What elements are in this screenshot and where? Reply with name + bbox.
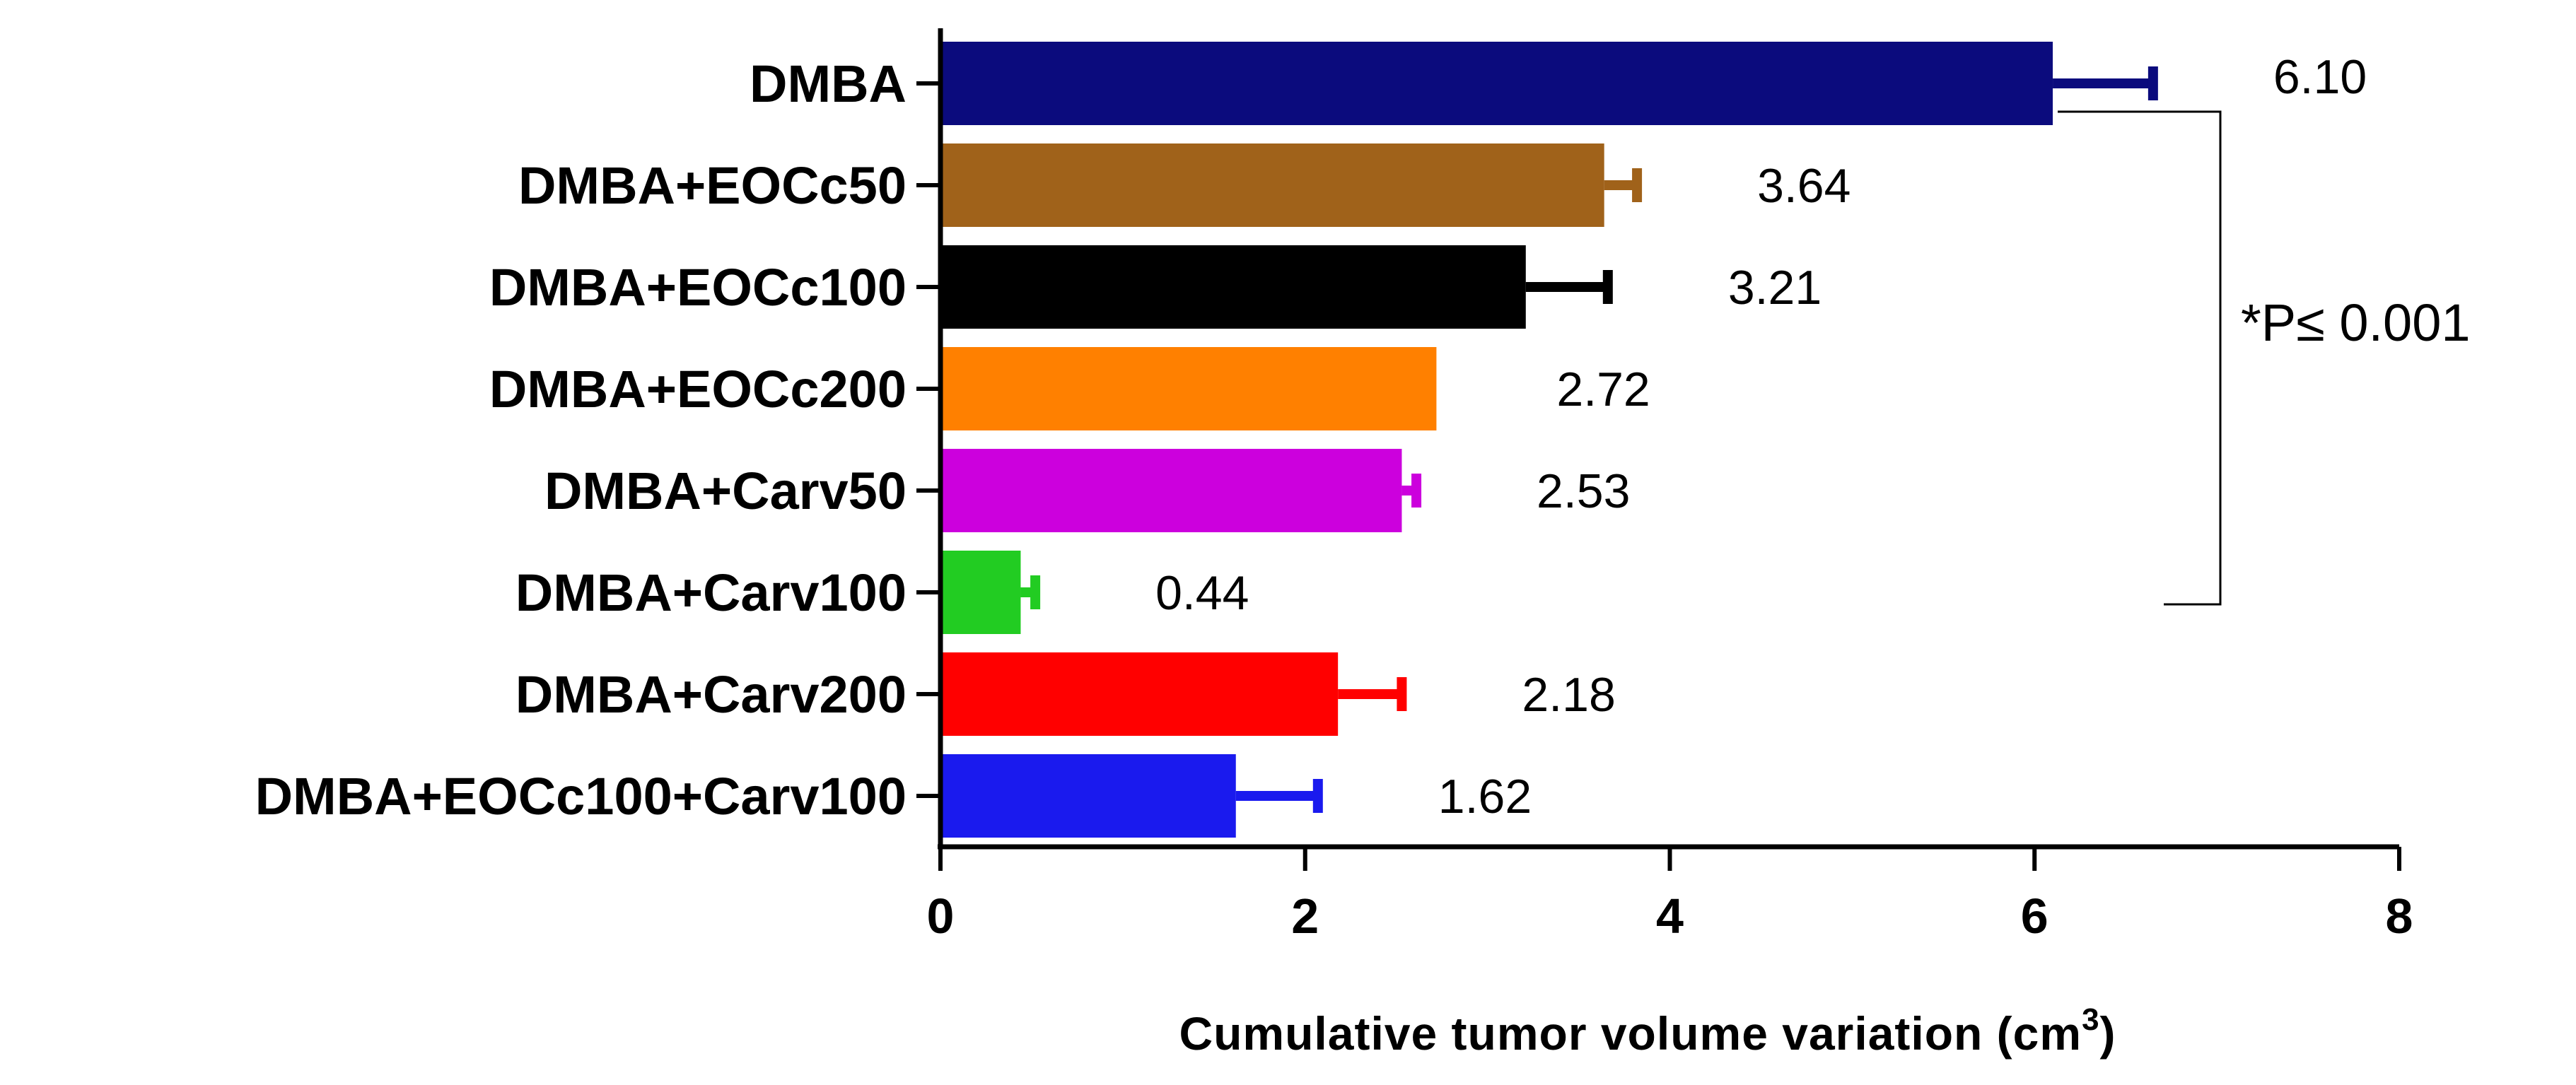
bar-dmba-carv50 [940,449,1402,532]
data-labels-group: 6.10 3.64 3.21 2.72 2.53 0.44 2.18 1.62 [1155,50,2367,823]
significance-bracket [2058,110,2222,606]
category-label-dmba-carv100: DMBA+Carv100 [515,563,907,622]
x-tick-label-0: 0 [927,888,955,944]
category-label-dmba-carv50: DMBA+Carv50 [544,462,907,520]
significance-text: *P≤ 0.001 [2241,293,2471,352]
category-label-dmba: DMBA [750,54,907,113]
data-label-dmba-carv50: 2.53 [1537,464,1630,518]
category-label-dmba-eocc200: DMBA+EOCc200 [489,360,907,418]
x-tick-label-4: 4 [1656,888,1684,944]
x-axis-label-superscript: 3 [2082,1002,2099,1037]
bars-group [940,42,2053,838]
bar-dmba [940,42,2053,125]
data-label-dmba-eocc200: 2.72 [1556,363,1650,416]
bar-dmba-eocc100-carv100 [940,754,1236,838]
bar-dmba-eocc100 [940,245,1526,329]
bar-dmba-eocc50 [940,143,1604,227]
bar-dmba-carv200 [940,652,1339,736]
category-label-dmba-eocc50: DMBA+EOCc50 [518,156,907,215]
data-label-dmba-eocc50: 3.64 [1757,159,1851,213]
x-axis-label-main: Cumulative tumor volume variation (cm [1179,1007,2082,1060]
x-axis-label-end: ) [2100,1007,2116,1060]
x-ticks-group: 0 2 4 6 8 [927,847,2413,944]
data-label-dmba-carv200: 2.18 [1522,668,1615,722]
data-label-dmba-carv100: 0.44 [1155,566,1249,620]
data-label-dmba-eocc100-carv100: 1.62 [1438,770,1532,823]
x-tick-label-6: 6 [2021,888,2048,944]
significance-annotation: *P≤ 0.001 [2058,110,2471,606]
bar-dmba-carv100 [940,551,1021,634]
category-label-dmba-carv200: DMBA+Carv200 [515,665,907,724]
data-label-dmba: 6.10 [2273,50,2367,104]
x-tick-label-8: 8 [2386,888,2413,944]
data-label-dmba-eocc100: 3.21 [1728,261,1822,315]
error-bars-group [1020,66,2158,813]
bar-dmba-eocc200 [940,347,1437,430]
category-label-dmba-eocc100-carv100: DMBA+EOCc100+Carv100 [255,767,907,826]
x-axis-label: Cumulative tumor volume variation (cm3) [1179,1002,2116,1060]
x-tick-label-2: 2 [1291,888,1319,944]
category-label-dmba-eocc100: DMBA+EOCc100 [489,258,907,317]
category-labels-group: DMBA DMBA+EOCc50 DMBA+EOCc100 DMBA+EOCc200 D… [255,54,940,826]
